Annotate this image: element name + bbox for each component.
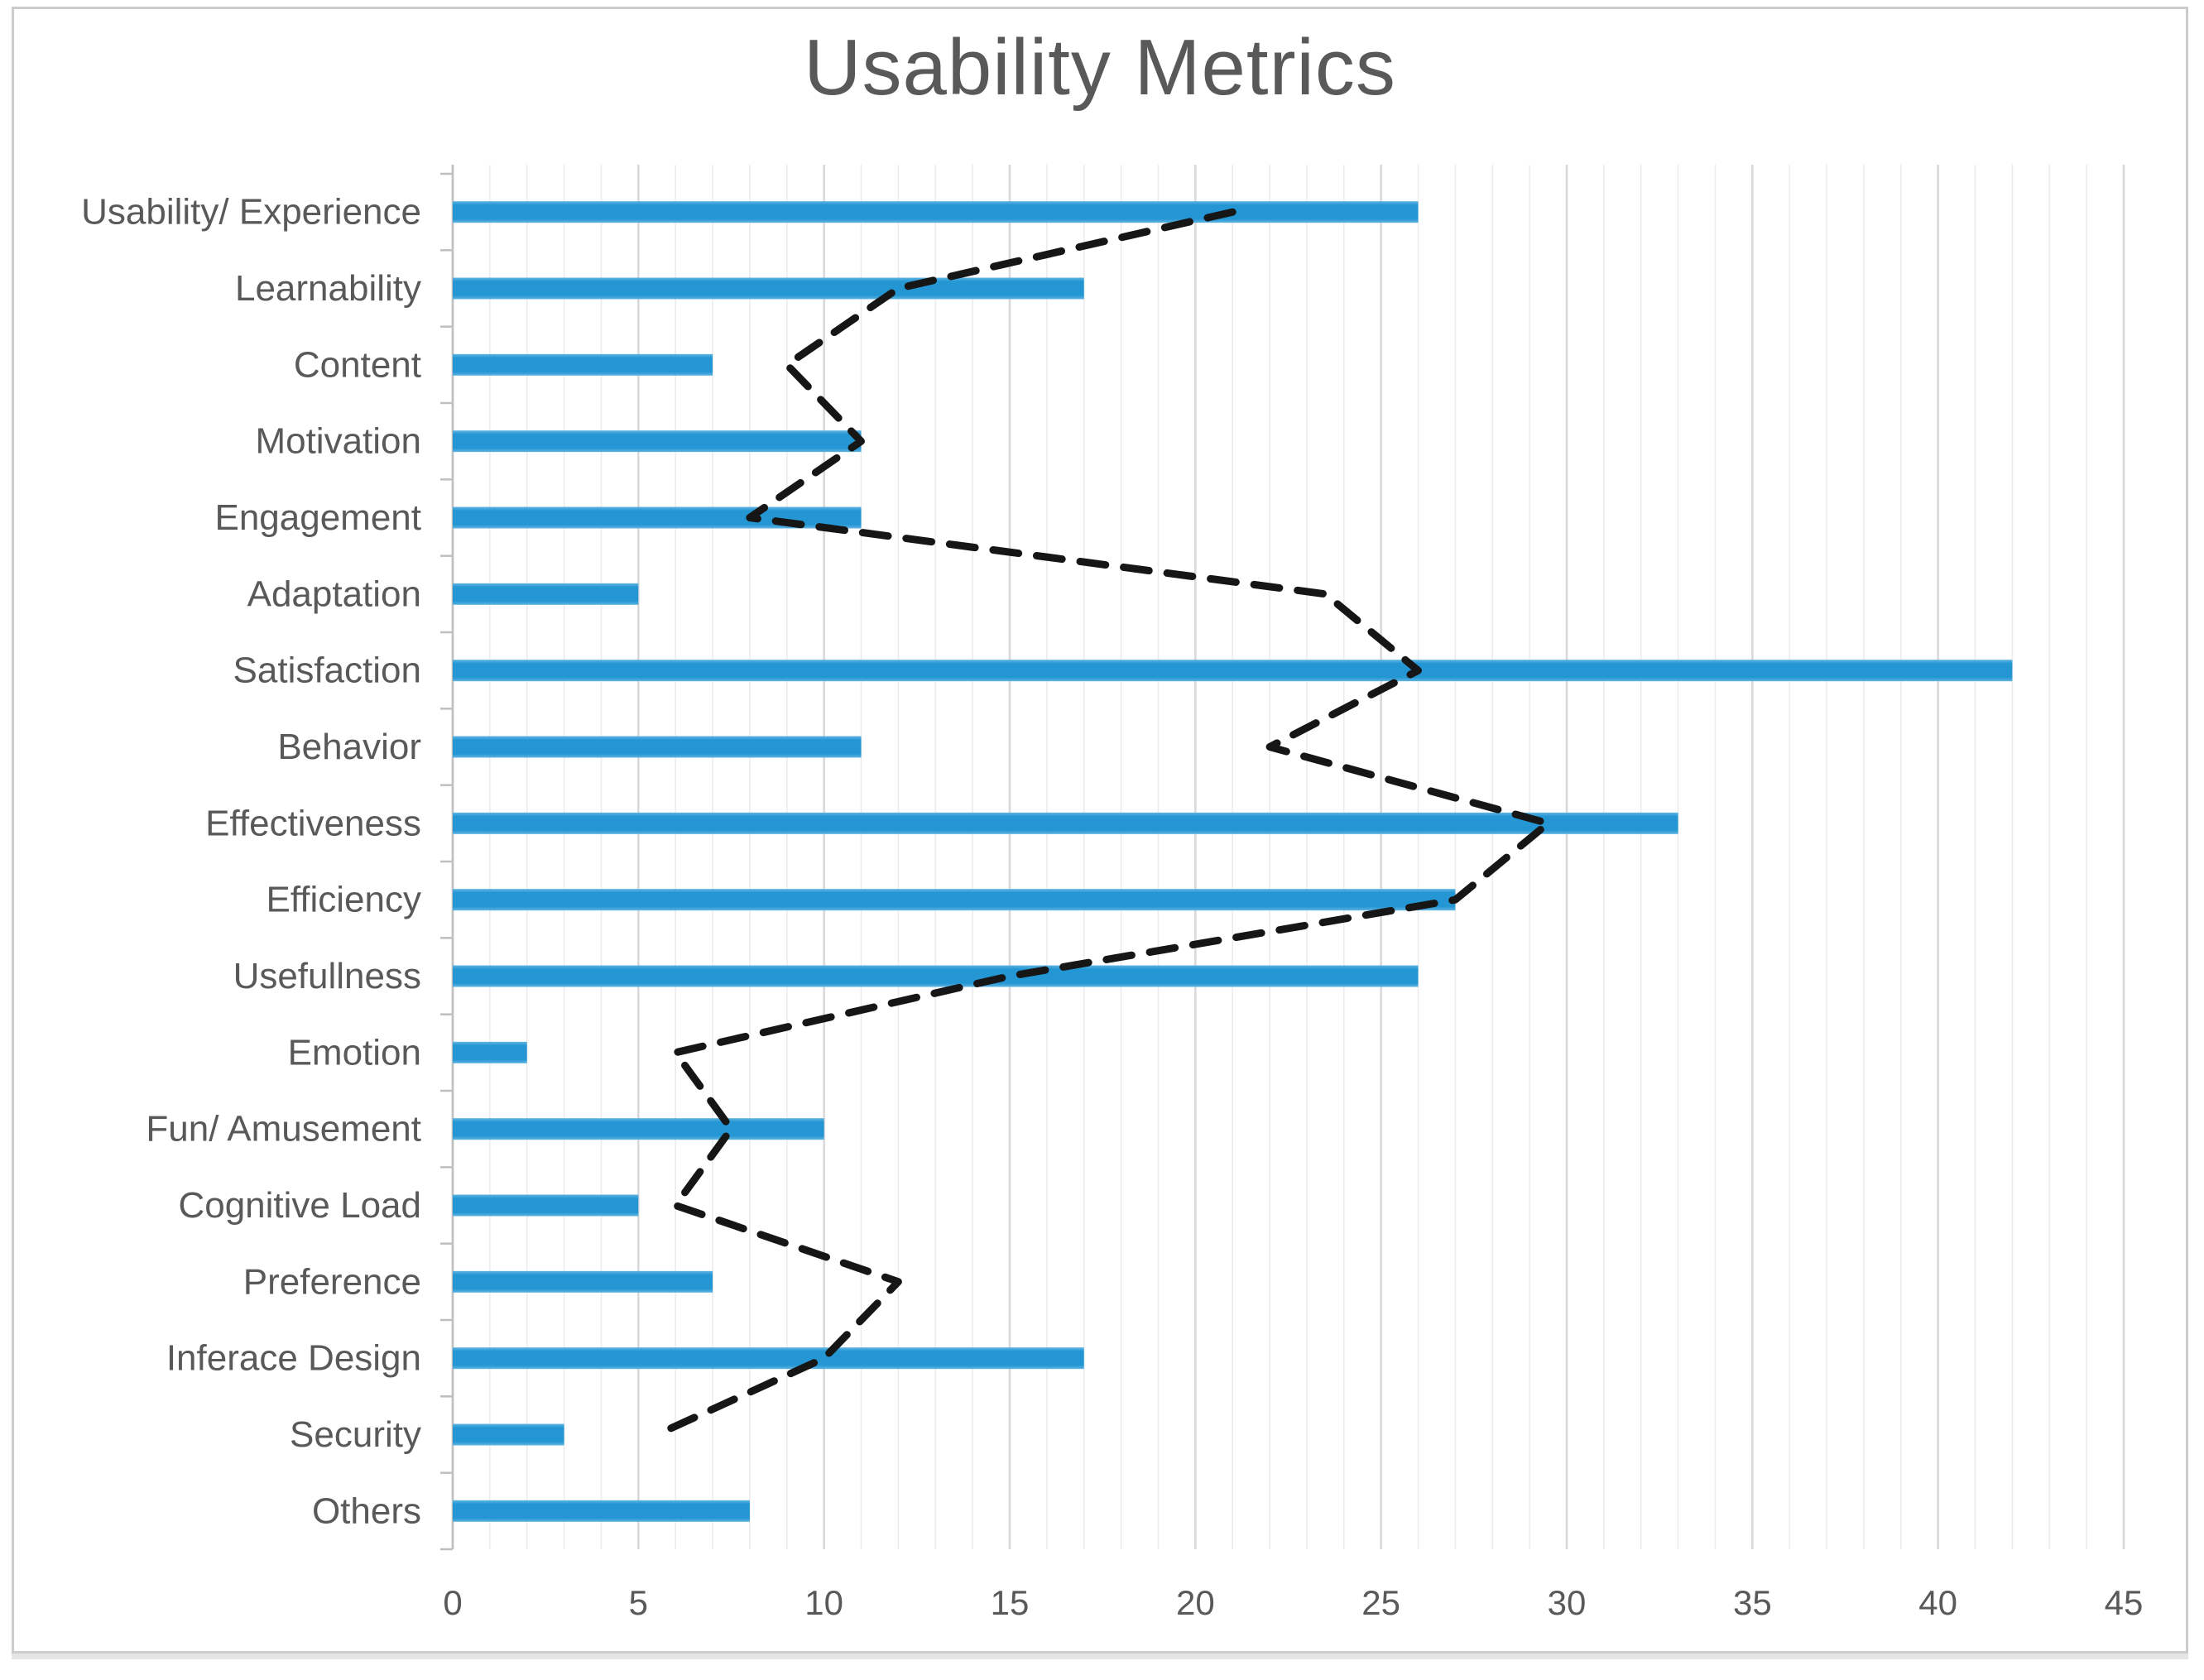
category-label-learnability: Learnability [235,268,421,309]
category-labels: Usability/ Experience Learnability Content… [81,192,421,1532]
x-tick-label-20: 20 [1176,1583,1215,1622]
bar-usability-experience [453,201,1419,223]
bar-efficiency [453,889,1456,911]
bar-content [453,353,713,376]
x-tick-labels: 0 5 10 15 20 25 30 35 40 45 [443,1583,2143,1622]
bar-preference [453,1270,713,1293]
figure-border: Usability Metrics Usability/ Experience L… [12,7,2188,1654]
x-tick-label-30: 30 [1548,1583,1587,1622]
x-tick-label-5: 5 [629,1583,648,1622]
category-label-behavior: Behavior [277,727,421,767]
bar-motivation [453,430,862,453]
bar-chart: Usability/ Experience Learnability Content… [81,165,2143,1622]
category-label-preference: Preference [243,1261,421,1302]
bar-security [453,1423,564,1446]
category-label-emotion: Emotion [288,1032,421,1073]
bar-fun-amusement [453,1118,824,1140]
category-label-satisfaction: Satisfaction [233,650,421,691]
bar-inferace-design [453,1347,1084,1370]
bar-series [453,201,2013,1522]
chart-title: Usability Metrics [804,23,1396,112]
category-label-effectiveness: Effectiveness [205,803,421,843]
category-label-security: Security [290,1414,421,1455]
category-label-inferace-design: Inferace Design [166,1338,421,1379]
category-label-adaptation: Adaptation [247,574,421,614]
bar-cognitive-load [453,1194,639,1217]
category-label-others: Others [312,1490,421,1531]
x-tick-label-15: 15 [991,1583,1030,1622]
category-label-engagement: Engagement [214,497,421,538]
category-label-fun-amusement: Fun/ Amusement [146,1109,421,1150]
bar-emotion [453,1041,527,1063]
bar-others [453,1500,750,1522]
x-tick-label-35: 35 [1733,1583,1772,1622]
dashed-trend-line [653,208,1553,1438]
bar-effectiveness [453,812,1678,834]
x-tick-label-25: 25 [1361,1583,1400,1622]
x-tick-label-40: 40 [1918,1583,1957,1622]
category-label-motivation: Motivation [255,421,421,462]
y-axis [440,165,454,1551]
category-label-usability-experience: Usability/ Experience [81,192,421,233]
x-tick-label-0: 0 [443,1583,462,1622]
bar-satisfaction [453,660,2013,682]
category-label-usefullness: Usefullness [233,956,421,996]
x-tick-label-45: 45 [2105,1583,2144,1622]
bar-learnability [453,277,1084,300]
gridlines [451,165,2125,1549]
x-tick-label-10: 10 [804,1583,843,1622]
bar-behavior [453,736,862,758]
category-label-content: Content [294,344,421,385]
bar-usefullness [453,965,1419,987]
category-label-efficiency: Efficiency [266,880,422,920]
category-label-cognitive-load: Cognitive Load [178,1185,421,1226]
bar-adaptation [453,583,639,605]
